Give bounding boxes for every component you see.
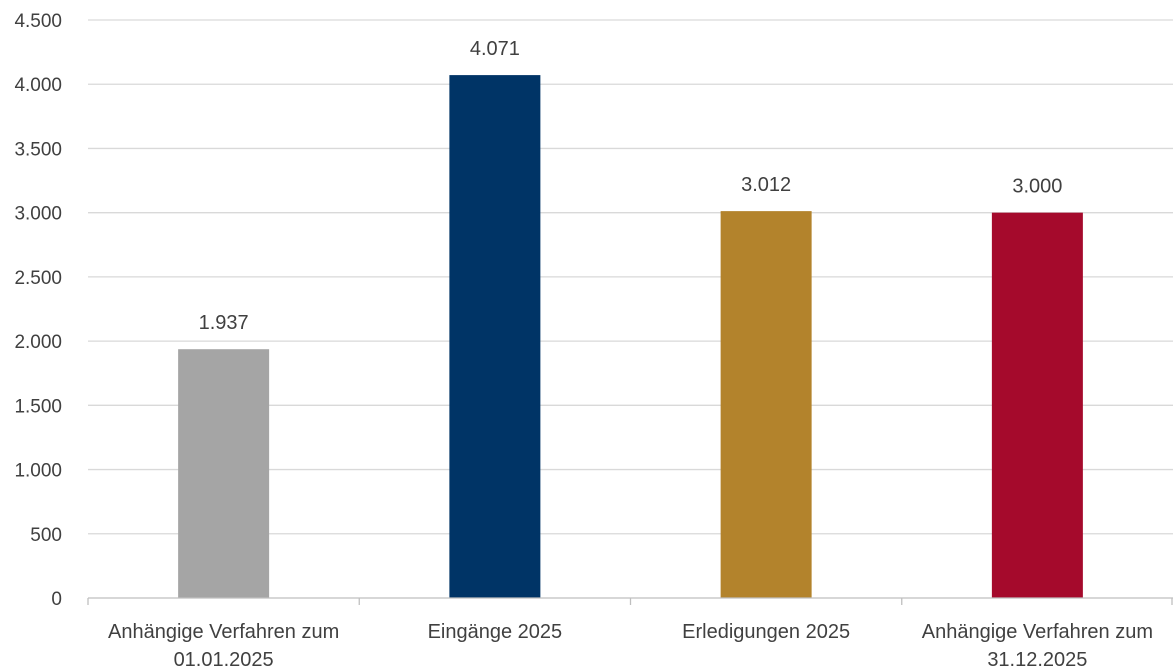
category-label-line: Erledigungen 2025 bbox=[682, 621, 850, 643]
y-tick-label: 2.500 bbox=[14, 268, 62, 289]
category-label: Eingänge 2025 bbox=[428, 621, 563, 643]
y-tick-label: 4.000 bbox=[14, 75, 62, 96]
bars bbox=[178, 75, 1083, 599]
category-label-line: Eingänge 2025 bbox=[428, 621, 563, 643]
y-tick-label: 2.000 bbox=[14, 332, 62, 353]
y-tick-label: 500 bbox=[30, 525, 62, 546]
data-label: 3.012 bbox=[741, 174, 791, 196]
y-tick-label: 4.500 bbox=[14, 11, 62, 32]
category-label: Anhängige Verfahren zum 31.12.2025 bbox=[922, 621, 1153, 671]
data-label: 1.937 bbox=[199, 312, 249, 334]
y-tick-label: 1.000 bbox=[14, 461, 62, 482]
y-tick-label: 1.500 bbox=[14, 396, 62, 417]
bar bbox=[449, 75, 541, 599]
category-label: Anhängige Verfahren zum 01.01.2025 bbox=[108, 621, 339, 671]
category-label-line: Anhängige Verfahren zum bbox=[108, 621, 339, 643]
y-tick-label: 3.500 bbox=[14, 139, 62, 160]
bar bbox=[720, 211, 812, 598]
x-axis bbox=[87, 597, 1173, 605]
category-label-line: 31.12.2025 bbox=[987, 649, 1087, 671]
bar bbox=[991, 212, 1083, 598]
data-label: 3.000 bbox=[1012, 176, 1062, 198]
y-tick-label: 3.000 bbox=[14, 204, 62, 225]
bar bbox=[178, 349, 270, 598]
data-label: 4.071 bbox=[470, 38, 520, 60]
category-labels: Anhängige Verfahren zum 01.01.2025 Eingäng… bbox=[108, 621, 1153, 671]
data-labels: 1.937 4.071 3.012 3.000 bbox=[199, 38, 1063, 334]
category-label-line: 01.01.2025 bbox=[174, 649, 274, 671]
y-axis-tick-labels: 0 500 1.000 1.500 2.000 2.500 3.000 3.500 4.000 4… bbox=[14, 11, 62, 610]
category-label-line: Anhängige Verfahren zum bbox=[922, 621, 1153, 643]
category-label: Erledigungen 2025 bbox=[682, 621, 850, 643]
y-tick-label: 0 bbox=[51, 589, 62, 610]
